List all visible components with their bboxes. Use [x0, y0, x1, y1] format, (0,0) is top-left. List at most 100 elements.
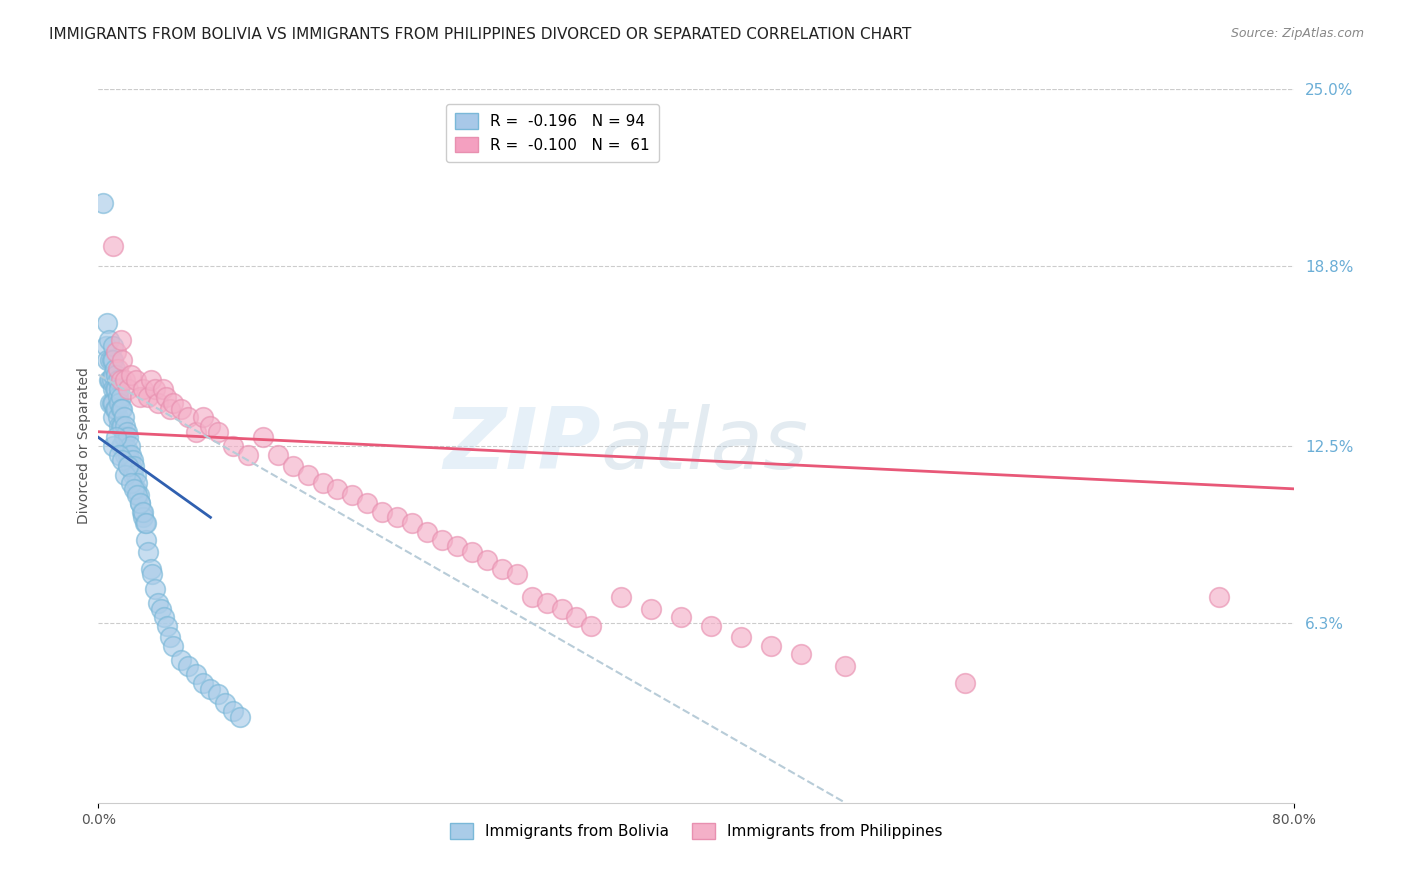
Legend: Immigrants from Bolivia, Immigrants from Philippines: Immigrants from Bolivia, Immigrants from… [443, 817, 949, 845]
Text: Source: ZipAtlas.com: Source: ZipAtlas.com [1230, 27, 1364, 40]
Point [103, 339, 125, 353]
Point [134, 516, 156, 530]
Point [111, 401, 134, 416]
Point [177, 658, 200, 673]
Point [125, 373, 148, 387]
Point [200, 419, 222, 434]
Point [267, 448, 290, 462]
Point [461, 544, 484, 558]
Point [446, 539, 468, 553]
Point [124, 458, 146, 473]
Point [110, 401, 132, 416]
Point [222, 439, 245, 453]
Point [475, 553, 498, 567]
Point [297, 467, 319, 482]
Point [120, 458, 142, 473]
Point [143, 582, 166, 596]
Point [700, 619, 723, 633]
Point [121, 453, 143, 467]
Point [120, 476, 142, 491]
Point [155, 391, 177, 405]
Point [129, 496, 152, 510]
Point [103, 439, 125, 453]
Point [148, 596, 170, 610]
Point [669, 610, 692, 624]
Point [200, 681, 222, 696]
Point [129, 496, 152, 510]
Point [229, 710, 252, 724]
Point [91, 196, 114, 211]
Point [610, 591, 633, 605]
Point [115, 442, 138, 456]
Point [159, 630, 181, 644]
Point [135, 516, 157, 530]
Point [132, 505, 155, 519]
Point [536, 596, 558, 610]
Point [111, 453, 134, 467]
Point [143, 382, 166, 396]
Point [214, 696, 236, 710]
Point [117, 458, 139, 473]
Point [191, 676, 214, 690]
Point [105, 401, 128, 416]
Point [117, 458, 139, 473]
Point [104, 362, 127, 376]
Point [111, 439, 134, 453]
Point [162, 639, 184, 653]
Point [104, 401, 127, 416]
Point [105, 368, 128, 382]
Point [115, 425, 138, 439]
Point [136, 544, 159, 558]
Text: IMMIGRANTS FROM BOLIVIA VS IMMIGRANTS FROM PHILIPPINES DIVORCED OR SEPARATED COR: IMMIGRANTS FROM BOLIVIA VS IMMIGRANTS FR… [49, 27, 911, 42]
Point [342, 487, 364, 501]
Point [371, 505, 394, 519]
Point [177, 410, 200, 425]
Point [385, 510, 409, 524]
Point [430, 533, 453, 548]
Point [150, 601, 173, 615]
Text: atlas: atlas [600, 404, 808, 488]
Point [520, 591, 543, 605]
Point [156, 619, 179, 633]
Point [506, 567, 529, 582]
Point [162, 396, 184, 410]
Point [103, 396, 125, 410]
Point [1208, 591, 1230, 605]
Point [114, 430, 136, 444]
Point [110, 373, 132, 387]
Point [640, 601, 662, 615]
Point [953, 676, 976, 690]
Point [114, 419, 136, 434]
Point [159, 401, 181, 416]
Point [222, 705, 245, 719]
Text: ZIP: ZIP [443, 404, 600, 488]
Point [127, 487, 149, 501]
Point [281, 458, 304, 473]
Point [491, 562, 513, 576]
Point [103, 382, 125, 396]
Point [101, 396, 124, 410]
Point [98, 396, 122, 410]
Point [108, 448, 131, 462]
Point [311, 476, 333, 491]
Point [110, 439, 132, 453]
Point [112, 430, 135, 444]
Point [98, 353, 122, 368]
Point [132, 510, 155, 524]
Point [236, 448, 259, 462]
Point [581, 619, 603, 633]
Point [789, 648, 811, 662]
Point [96, 316, 118, 330]
Point [125, 482, 148, 496]
Point [117, 430, 139, 444]
Point [759, 639, 782, 653]
Point [107, 373, 129, 387]
Point [139, 562, 162, 576]
Point [114, 373, 136, 387]
Point [98, 373, 122, 387]
Point [834, 658, 856, 673]
Point [132, 382, 155, 396]
Point [105, 430, 128, 444]
Point [96, 353, 118, 368]
Point [105, 344, 128, 359]
